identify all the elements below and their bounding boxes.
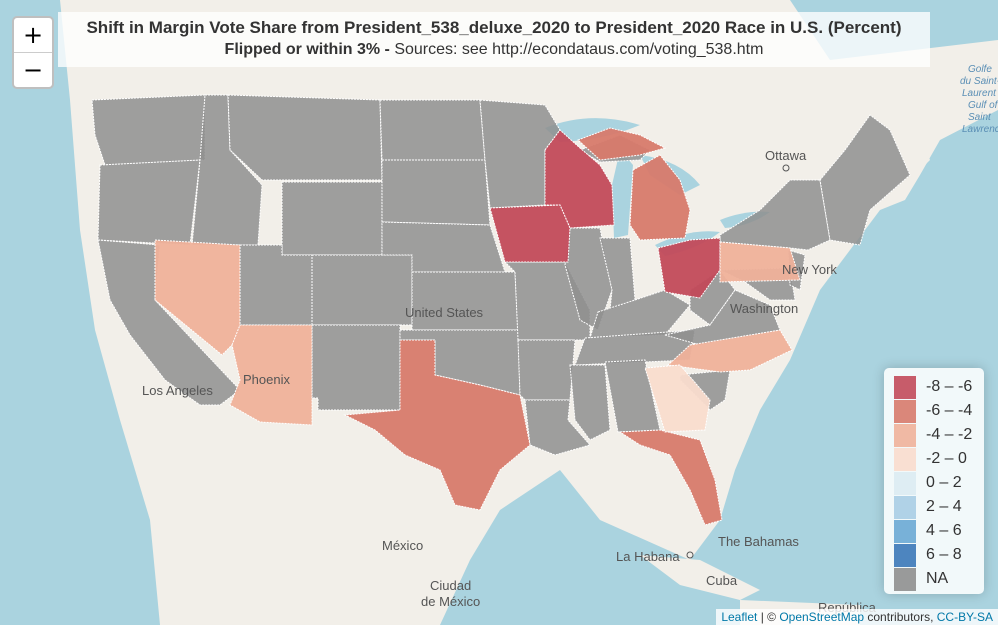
state-michigan — [629, 154, 691, 241]
label-los-angeles: Los Angeles — [142, 383, 213, 398]
attribution-sep: | © — [757, 610, 780, 624]
osm-link[interactable]: OpenStreetMap — [779, 610, 865, 624]
state-louisiana — [524, 399, 591, 456]
title-flipped-note: Flipped or within 3% - — [224, 41, 390, 58]
legend-label: -6 – -4 — [926, 402, 973, 419]
legend-swatch — [894, 544, 916, 567]
label-new-york: New York — [782, 262, 837, 277]
state-minnesota — [479, 99, 561, 209]
state-new-mexico — [311, 324, 401, 411]
zoom-control: + − — [12, 16, 54, 89]
state-iowa — [489, 204, 571, 263]
states-colored — [154, 127, 801, 526]
legend-row: -8 – -6 — [894, 376, 980, 400]
label-gulf-1: Golfe — [968, 64, 992, 75]
state-north-carolina — [666, 329, 793, 373]
state-texas — [343, 339, 531, 511]
legend-swatch — [894, 496, 916, 519]
label-gulf-2: du Saint- — [960, 76, 998, 87]
title-sources: Sources: see http://econdataus.com/votin… — [389, 41, 764, 58]
map-title: Shift in Margin Vote Share from Presiden… — [58, 12, 930, 67]
label-de-mexico: de México — [421, 594, 480, 609]
state-colorado — [311, 254, 413, 326]
legend-row: 0 – 2 — [894, 472, 980, 496]
title-line-2: Flipped or within 3% - Sources: see http… — [58, 39, 930, 61]
legend-swatch — [894, 376, 916, 399]
leaflet-link[interactable]: Leaflet — [721, 610, 758, 624]
state-idaho — [191, 94, 263, 246]
state-south-dakota — [381, 159, 491, 226]
label-gulf-4: Gulf of — [968, 100, 998, 111]
state-ohio — [657, 237, 721, 299]
label-gulf-5: Saint — [968, 112, 992, 123]
legend-swatch — [894, 400, 916, 423]
legend: -8 – -6 -6 – -4 -4 – -2 -2 – 0 0 – 2 2 –… — [884, 368, 984, 594]
legend-row: -6 – -4 — [894, 400, 980, 424]
legend-label: 0 – 2 — [926, 474, 962, 491]
state-mississippi — [569, 364, 611, 441]
state-montana — [227, 94, 383, 181]
label-ottawa: Ottawa — [765, 148, 807, 163]
states-na — [91, 94, 911, 456]
legend-swatch — [894, 448, 916, 471]
label-gulf-3: Laurent — [962, 88, 997, 99]
legend-label: NA — [926, 570, 949, 587]
label-ciudad: Ciudad — [430, 578, 471, 593]
label-phoenix: Phoenix — [243, 372, 290, 387]
state-wisconsin — [544, 129, 615, 229]
legend-swatch — [894, 568, 916, 591]
zoom-out-button[interactable]: − — [14, 52, 52, 87]
label-mexico: México — [382, 538, 423, 553]
label-washington: Washington — [730, 301, 798, 316]
state-utah — [239, 244, 313, 326]
legend-swatch — [894, 424, 916, 447]
legend-label: -2 – 0 — [926, 450, 967, 467]
state-florida — [618, 429, 723, 526]
legend-row: -4 – -2 — [894, 424, 980, 448]
state-oregon — [97, 159, 201, 246]
legend-row: 4 – 6 — [894, 520, 980, 544]
attribution: Leaflet | © OpenStreetMap contributors, … — [716, 609, 998, 625]
state-kansas — [411, 271, 519, 331]
legend-label: -4 – -2 — [926, 426, 973, 443]
legend-swatch — [894, 520, 916, 543]
legend-row: 6 – 8 — [894, 544, 980, 568]
state-north-dakota — [379, 99, 486, 161]
label-bahamas: The Bahamas — [718, 534, 799, 549]
state-california — [97, 239, 241, 406]
state-tennessee — [574, 329, 696, 366]
legend-label: 2 – 4 — [926, 498, 962, 515]
label-la-habana: La Habana — [616, 549, 680, 564]
legend-label: -8 – -6 — [926, 378, 973, 395]
state-michigan-north — [577, 127, 667, 161]
license-link[interactable]: CC-BY-SA — [936, 610, 993, 624]
legend-label: 6 – 8 — [926, 546, 962, 563]
state-new-england — [819, 114, 911, 246]
zoom-in-button[interactable]: + — [22, 21, 44, 49]
state-pennsylvania — [719, 241, 801, 283]
legend-row: -2 – 0 — [894, 448, 980, 472]
label-united-states: United States — [405, 305, 484, 320]
label-gulf-6: Lawrence — [962, 124, 998, 135]
state-arizona — [229, 324, 313, 426]
legend-row: 2 – 4 — [894, 496, 980, 520]
legend-row: NA — [894, 568, 980, 592]
attribution-contrib: contributors, — [864, 610, 937, 624]
state-wyoming — [281, 181, 383, 256]
title-line-1: Shift in Margin Vote Share from Presiden… — [86, 18, 902, 37]
state-georgia — [644, 364, 711, 433]
legend-swatch — [894, 472, 916, 495]
label-cuba: Cuba — [706, 573, 738, 588]
map-labels: Ottawa United States Washington New York… — [142, 64, 998, 615]
state-arkansas — [517, 339, 576, 401]
state-washington — [91, 94, 206, 166]
legend-label: 4 – 6 — [926, 522, 962, 539]
